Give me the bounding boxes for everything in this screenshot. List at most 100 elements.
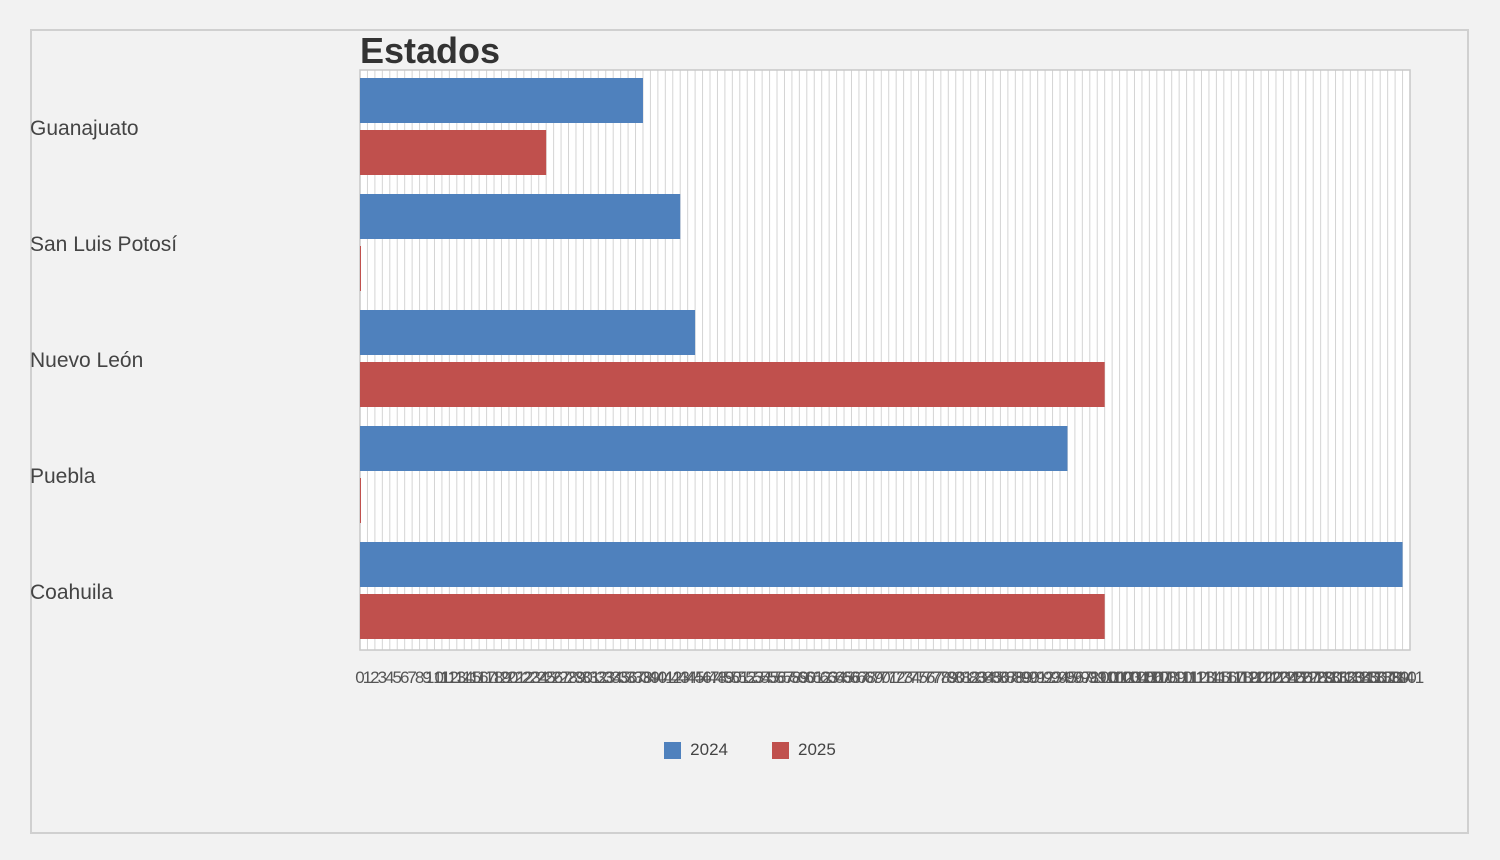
x-tick-label: 7 xyxy=(407,668,416,687)
x-tick-label: 116 xyxy=(1210,668,1237,687)
bar-2024 xyxy=(360,194,681,239)
x-tick-label: 136 xyxy=(1359,668,1387,687)
x-tick-label: 9 xyxy=(422,668,431,687)
x-tick-label: 45 xyxy=(686,668,705,687)
bar-2024 xyxy=(360,426,1068,471)
x-tick-label: 124 xyxy=(1269,668,1297,687)
x-tick-label: 92 xyxy=(1036,668,1055,687)
legend-swatch xyxy=(664,741,682,759)
bar-2025 xyxy=(360,362,1105,407)
x-tick-label: 17 xyxy=(477,668,496,687)
x-tick-label: 44 xyxy=(678,668,697,687)
x-tick-label: 70 xyxy=(872,668,891,687)
x-tick-label: 80 xyxy=(946,668,965,687)
x-tick-label: 11 xyxy=(433,668,451,687)
x-tick-label: 77 xyxy=(924,668,943,687)
x-tick-label: 132 xyxy=(1329,668,1357,687)
x-tick-label: 78 xyxy=(931,668,950,687)
x-tick-label: 91 xyxy=(1028,668,1047,687)
x-tick-label: 135 xyxy=(1351,668,1379,687)
x-tick-label: 117 xyxy=(1218,668,1245,687)
x-tick-label: 118 xyxy=(1225,668,1252,687)
x-tick-label: 106 xyxy=(1135,668,1163,687)
x-tick-label: 75 xyxy=(909,668,928,687)
chart-frame xyxy=(30,29,1469,834)
x-tick-label: 100 xyxy=(1090,668,1118,687)
x-tick-label: 61 xyxy=(805,668,824,687)
x-tick-label: 105 xyxy=(1128,668,1156,687)
x-tick-label: 36 xyxy=(619,668,638,687)
x-tick-label: 32 xyxy=(589,668,608,687)
x-tick-label: 66 xyxy=(842,668,861,687)
x-tick-label: 138 xyxy=(1373,668,1401,687)
x-tick-label: 107 xyxy=(1143,668,1171,687)
x-tick-label: 43 xyxy=(671,668,690,687)
x-tick-label: 125 xyxy=(1277,668,1305,687)
x-tick-label: 33 xyxy=(596,668,615,687)
category-label: Nuevo León xyxy=(30,349,143,372)
x-tick-label: 90 xyxy=(1021,668,1040,687)
x-tick-label: 37 xyxy=(626,668,645,687)
x-tick-label: 42 xyxy=(663,668,682,687)
legend-item-2024: 2024 xyxy=(664,740,728,760)
x-tick-label: 95 xyxy=(1058,668,1077,687)
x-tick-label: 12 xyxy=(440,668,459,687)
x-tick-label: 137 xyxy=(1366,668,1394,687)
bar-2025 xyxy=(360,130,547,175)
x-tick-label: 121 xyxy=(1247,668,1275,687)
bar-2025 xyxy=(360,594,1105,639)
category-label: Puebla xyxy=(30,465,96,488)
bar-2024 xyxy=(360,542,1403,587)
x-tick-label: 51 xyxy=(730,668,749,687)
x-tick-label: 110 xyxy=(1166,668,1193,687)
chart-title: Estados xyxy=(360,30,501,71)
x-tick-label: 27 xyxy=(552,668,571,687)
x-tick-label: 14 xyxy=(455,668,474,687)
x-tick-label: 60 xyxy=(797,668,816,687)
x-tick-label: 85 xyxy=(984,668,1003,687)
x-tick-label: 29 xyxy=(566,668,585,687)
x-tick-label: 108 xyxy=(1150,668,1178,687)
bar-2025 xyxy=(360,478,361,523)
legend-label: 2025 xyxy=(798,740,836,759)
x-tick-label: 64 xyxy=(827,668,846,687)
x-tick-label: 99 xyxy=(1088,668,1107,687)
x-tick-label: 56 xyxy=(768,668,787,687)
x-tick-label: 53 xyxy=(745,668,764,687)
x-tick-label: 2 xyxy=(370,668,379,687)
x-tick-label: 98 xyxy=(1080,668,1099,687)
x-tick-label: 76 xyxy=(916,668,935,687)
x-tick-label: 16 xyxy=(470,668,489,687)
x-tick-label: 126 xyxy=(1284,668,1312,687)
x-tick-label: 141 xyxy=(1396,668,1424,687)
x-tick-label: 104 xyxy=(1120,668,1148,687)
x-tick-label: 52 xyxy=(738,668,757,687)
x-tick-label: 101 xyxy=(1098,668,1126,687)
x-tick-label: 89 xyxy=(1013,668,1032,687)
x-tick-label: 140 xyxy=(1388,668,1416,687)
x-tick-label: 49 xyxy=(715,668,734,687)
x-tick-label: 59 xyxy=(790,668,809,687)
x-tick-label: 62 xyxy=(812,668,831,687)
x-tick-label: 79 xyxy=(939,668,958,687)
x-tick-label: 88 xyxy=(1006,668,1025,687)
x-tick-label: 25 xyxy=(537,668,556,687)
x-tick-label: 19 xyxy=(492,668,511,687)
x-tick-label: 114 xyxy=(1195,668,1222,687)
x-tick-label: 57 xyxy=(775,668,794,687)
x-tick-label: 87 xyxy=(998,668,1017,687)
x-tick-label: 20 xyxy=(499,668,518,687)
x-tick-label: 119 xyxy=(1233,668,1260,687)
x-tick-label: 13 xyxy=(447,668,466,687)
x-tick-label: 112 xyxy=(1180,668,1207,687)
x-tick-label: 74 xyxy=(902,668,921,687)
x-tick-label: 139 xyxy=(1381,668,1409,687)
x-tick-label: 26 xyxy=(544,668,563,687)
x-tick-label: 58 xyxy=(782,668,801,687)
x-tick-label: 102 xyxy=(1105,668,1133,687)
x-tick-label: 123 xyxy=(1262,668,1290,687)
x-tick-label: 134 xyxy=(1344,668,1372,687)
x-tick-label: 131 xyxy=(1321,668,1349,687)
plot-border xyxy=(359,69,1411,651)
